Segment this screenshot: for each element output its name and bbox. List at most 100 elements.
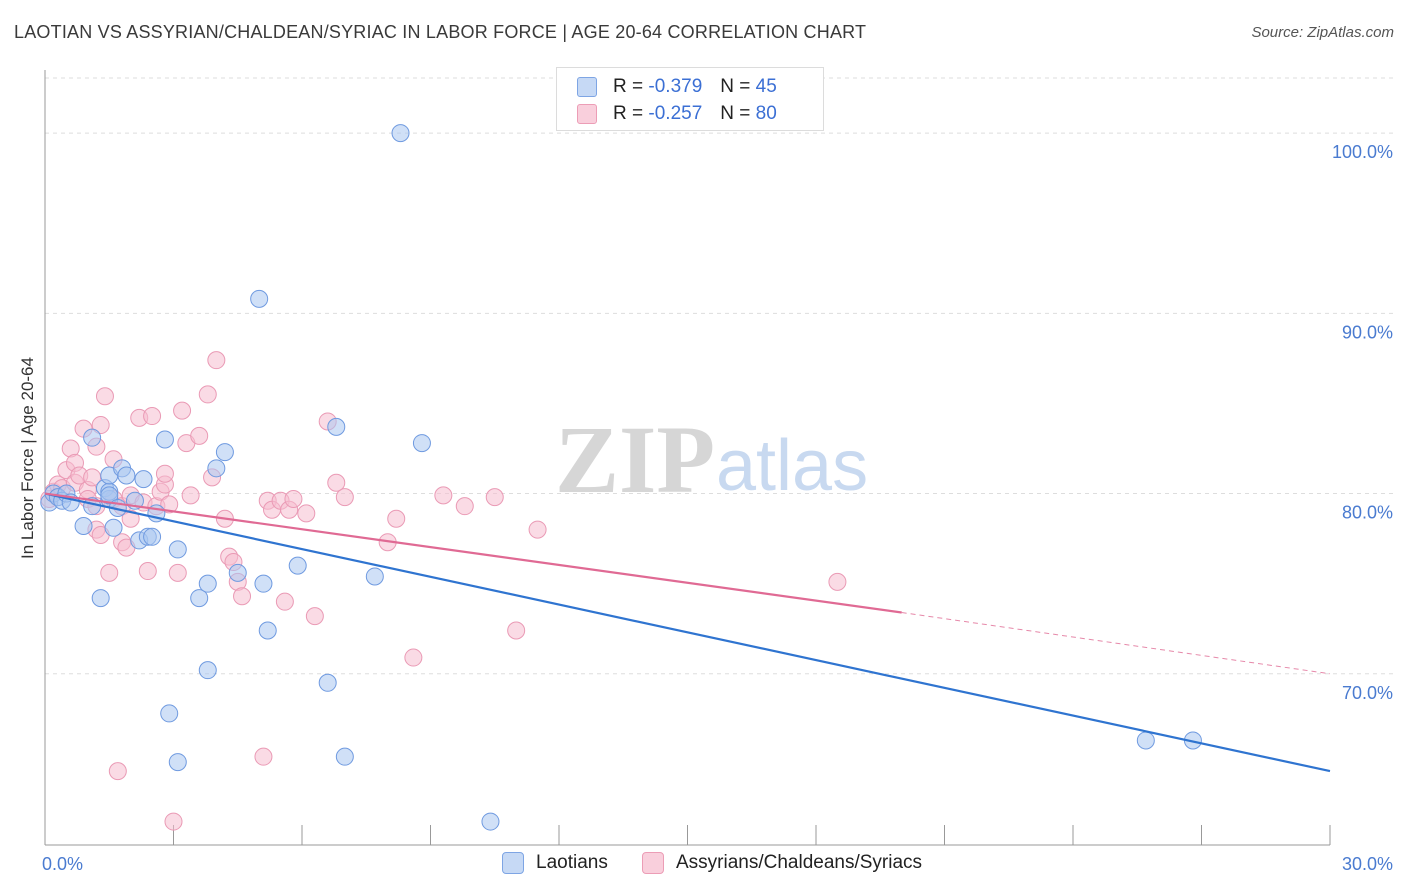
assyrian-point [155,464,174,483]
assyrian-point [190,426,209,445]
y-tick-labels: 70.0% 80.0% 90.0% 100.0% [1332,142,1393,703]
trend-lines [44,492,1331,773]
assyrian-point [173,401,192,420]
assyrian-points [40,351,847,831]
laotian-point [198,661,217,680]
r-value-assyrian: -0.257 [648,103,703,124]
assyrian-point [198,385,217,404]
n-label: N = [720,76,751,97]
laotians-legend-swatch [502,852,524,874]
laotian-point [155,430,174,449]
assyrian-trend-line [44,492,902,614]
y-tick-label: 100.0% [1332,142,1393,162]
assyrian-point [95,387,114,406]
laotian-point [481,812,500,831]
chart-title: LAOTIAN VS ASSYRIAN/CHALDEAN/SYRIAC IN L… [14,22,867,42]
laotian-point [198,574,217,593]
y-tick-label: 90.0% [1342,322,1393,342]
x-tick-label: 0.0% [42,854,83,874]
legend-item-assyrians: Assyrians/Chaldeans/Syriacs [642,852,922,874]
laotian-point [104,518,123,537]
assyrian-point [254,747,273,766]
assyrian-point [305,607,324,626]
y-tick-label: 80.0% [1342,503,1393,523]
laotian-point [190,589,209,608]
assyrian-point [160,495,179,514]
watermark: ZIP atlas [555,406,868,513]
laotian-point [327,417,346,436]
laotian-trend-line [44,492,1331,773]
laotian-point [228,563,247,582]
stats-row-assyrian: R = -0.257 N = 80 [577,101,777,127]
r-value-laotian: -0.379 [648,76,703,97]
laotian-point [335,747,354,766]
assyrian-point [485,488,504,507]
laotian-point [168,753,187,772]
laotian-point [74,516,93,535]
n-value-laotian: 45 [755,76,777,97]
assyrian-point [138,562,157,581]
laotian-swatch [577,77,597,97]
watermark-atlas: atlas [716,426,868,506]
laotian-point [412,434,431,453]
laotian-point [134,470,153,489]
y-axis-label: In Labor Force | Age 20-64 [18,357,37,559]
laotian-point [117,466,136,485]
r-label: R = [613,103,644,124]
assyrian-swatch [577,104,597,124]
assyrian-point [121,509,140,528]
assyrian-point [327,473,346,492]
assyrian-point [275,592,294,611]
laotian-point [83,428,102,447]
source-label: Source: ZipAtlas.com [1251,24,1394,41]
assyrian-point [335,488,354,507]
laotian-point [91,589,110,608]
assyrian-point [168,563,187,582]
laotian-point [391,124,410,143]
assyrian-point [181,486,200,505]
laotian-point [160,704,179,723]
y-tick-label: 70.0% [1342,683,1393,703]
assyrian-point [91,416,110,435]
n-label: N = [720,103,751,124]
watermark-zip: ZIP [555,406,715,513]
laotian-point [318,673,337,692]
laotian-point [365,567,384,586]
axes [44,70,1331,846]
laotian-point [250,289,269,308]
assyrian-point [528,520,547,539]
stats-row-laotian: R = -0.379 N = 45 [577,74,777,100]
legend-item-laotians: Laotians [502,852,608,874]
assyrian-point [387,509,406,528]
stats-legend: R = -0.379 N = 45 R = -0.257 N = 80 [556,67,824,131]
laotian-point [1136,731,1155,750]
laotian-point [100,486,119,505]
laotian-point [254,574,273,593]
laotian-point [258,621,277,640]
laotian-point [207,459,226,478]
assyrian-trend-extension [901,612,1331,675]
assyrian-point [100,563,119,582]
legend-label-assyrians: Assyrians/Chaldeans/Syriacs [676,852,923,873]
r-label: R = [613,76,644,97]
assyrian-point [108,762,127,781]
assyrian-point [284,489,303,508]
assyrian-point [207,351,226,370]
gridlines [45,77,1395,675]
laotian-point [168,540,187,559]
assyrians-legend-swatch [642,852,664,874]
series-legend: Laotians Assyrians/Chaldeans/Syriacs [0,852,1406,876]
assyrian-point [455,497,474,516]
x-tick-label: 30.0% [1342,854,1393,874]
assyrian-point [404,648,423,667]
assyrian-point [297,504,316,523]
x-tick-labels: 0.0% 30.0% [42,854,1393,874]
assyrian-point [164,812,183,831]
assyrian-point [828,572,847,591]
n-value-assyrian: 80 [755,103,777,124]
assyrian-point [507,621,526,640]
assyrian-point [233,587,252,606]
laotian-point [215,443,234,462]
laotian-point [143,527,162,546]
